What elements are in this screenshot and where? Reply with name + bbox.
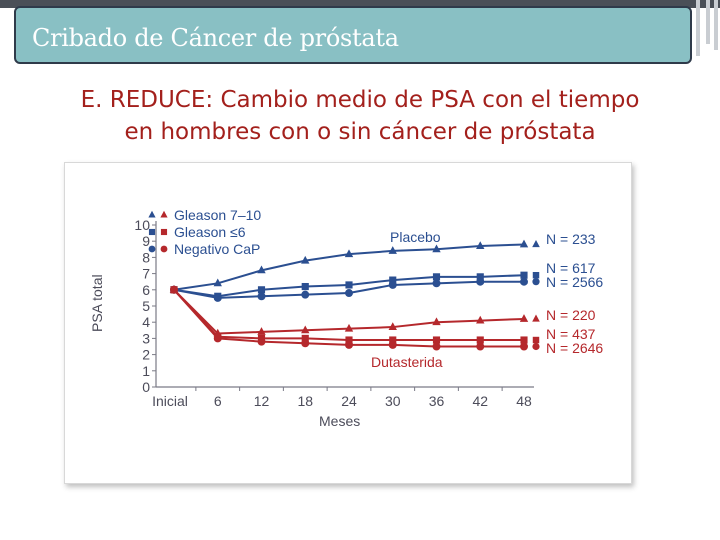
series-point-2-6 [432, 279, 441, 288]
legend-marker-square-dutasterida [160, 228, 168, 236]
series-point-1-5 [389, 276, 397, 284]
x-tick-label: 36 [429, 393, 445, 409]
x-tick-label: 30 [385, 393, 401, 409]
series-point-4-6 [432, 336, 441, 344]
x-tick-label: 42 [472, 393, 488, 409]
x-tick-label: Inicial [152, 393, 188, 409]
slide-title: Cribado de Cáncer de próstata [32, 24, 399, 52]
x-tick-label: 18 [297, 393, 313, 409]
series-point-5-1 [213, 334, 222, 343]
y-tick-label: 7 [142, 266, 150, 282]
series-point-4-4 [345, 336, 353, 344]
series-end-marker-5 [532, 342, 540, 351]
series-point-4-7 [476, 336, 484, 344]
series-n-label-2: N = 2566 [546, 274, 603, 290]
legend-marker-circle-placebo [148, 245, 156, 253]
y-tick-label: 10 [134, 217, 150, 233]
legend-label-gleason-6: Gleason ≤6 [174, 224, 246, 240]
y-tick-label: 2 [142, 347, 150, 363]
psa-line-chart: Gleason 7–10 Gleason ≤6 Negativo CaP Pla… [89, 207, 603, 429]
series-point-5-8 [520, 342, 528, 351]
series-point-1-3 [301, 282, 309, 291]
corner-decoration [690, 0, 720, 60]
series-point-2-7 [476, 277, 485, 286]
series-point-5-0 [170, 285, 178, 294]
series-point-5-7 [476, 342, 485, 351]
series-point-4-8 [520, 336, 528, 344]
series-point-1-8 [520, 271, 528, 279]
x-tick-label: 24 [341, 393, 357, 409]
series-point-0-2 [257, 265, 266, 274]
series-end-marker-0 [532, 240, 540, 248]
series-point-5-6 [432, 342, 441, 351]
series-point-3-4 [344, 323, 354, 332]
top-bar [0, 0, 720, 8]
series-point-4-5 [389, 336, 397, 344]
series-end-marker-1 [532, 271, 540, 279]
series-point-2-2 [257, 292, 266, 301]
heading-line-2: en hombres con o sin cáncer de próstata [124, 119, 596, 145]
legend-label-gleason-7-10: Gleason 7–10 [174, 207, 261, 223]
series-point-0-5 [388, 246, 397, 254]
series-point-3-3 [301, 325, 310, 334]
legend-marker-triangle-dutasterida [160, 210, 168, 218]
y-axis-title: PSA total [89, 274, 105, 332]
y-tick-label: 4 [142, 314, 150, 330]
heading-line-1: E. REDUCE: Cambio medio de PSA con el ti… [80, 87, 640, 113]
y-tick-label: 1 [142, 363, 150, 379]
series-end-marker-2 [532, 278, 540, 286]
legend-label-negativo-cap: Negativo CaP [174, 241, 260, 257]
series-point-3-6 [432, 317, 441, 326]
series-end-marker-3 [532, 314, 540, 322]
x-axis-title: Meses [319, 413, 360, 429]
series-point-1-2 [257, 286, 266, 294]
slide-heading: E. REDUCE: Cambio medio de PSA con el ti… [0, 84, 720, 148]
series-point-2-8 [520, 277, 528, 286]
series-point-0-8 [519, 239, 529, 248]
y-tick-label: 5 [142, 298, 150, 314]
chart-frame [64, 162, 632, 484]
x-tick-label: 6 [214, 393, 222, 409]
series-point-0-1 [213, 278, 222, 287]
y-tick-label: 3 [142, 330, 150, 346]
series-n-label-3: N = 220 [546, 307, 596, 323]
series-n-label-0: N = 233 [546, 231, 596, 247]
series-point-5-5 [388, 340, 397, 349]
series-point-2-1 [213, 293, 222, 302]
series-point-0-7 [476, 241, 485, 249]
legend-marker-square-placebo [148, 228, 156, 236]
legend-marker-circle-dutasterida [160, 245, 168, 253]
series-point-1-6 [432, 273, 441, 281]
series-n-label-1: N = 617 [546, 260, 596, 276]
series-n-label-5: N = 2646 [546, 340, 603, 356]
series-point-3-2 [257, 327, 266, 335]
series-point-5-2 [257, 337, 266, 346]
series-n-label-4: N = 437 [546, 326, 596, 342]
series-point-0-6 [432, 244, 441, 253]
series-point-5-3 [301, 339, 310, 348]
series-point-4-3 [301, 334, 309, 342]
series-point-0-4 [344, 249, 354, 258]
y-tick-label: 6 [142, 282, 150, 298]
x-tick-label: 48 [516, 393, 532, 409]
series-point-2-4 [345, 289, 353, 298]
placebo-group-label: Placebo [390, 229, 441, 245]
series-point-5-4 [345, 340, 353, 349]
title-bar: Cribado de Cáncer de próstata [14, 6, 692, 64]
series-point-3-5 [388, 322, 397, 330]
y-tick-label: 8 [142, 249, 150, 265]
series-point-3-8 [519, 314, 529, 322]
dutasterida-group-label: Dutasterida [371, 354, 443, 370]
series-point-2-3 [301, 290, 310, 299]
series-point-0-3 [301, 255, 310, 264]
series-point-3-7 [476, 315, 485, 324]
x-tick-label: 12 [254, 393, 270, 409]
y-tick-label: 0 [142, 379, 150, 395]
y-tick-label: 9 [142, 233, 150, 249]
series-point-1-4 [345, 281, 353, 289]
series-end-marker-4 [532, 336, 540, 344]
legend-marker-triangle-placebo [148, 210, 156, 218]
series-point-1-7 [476, 273, 484, 281]
series-point-2-5 [388, 280, 397, 289]
